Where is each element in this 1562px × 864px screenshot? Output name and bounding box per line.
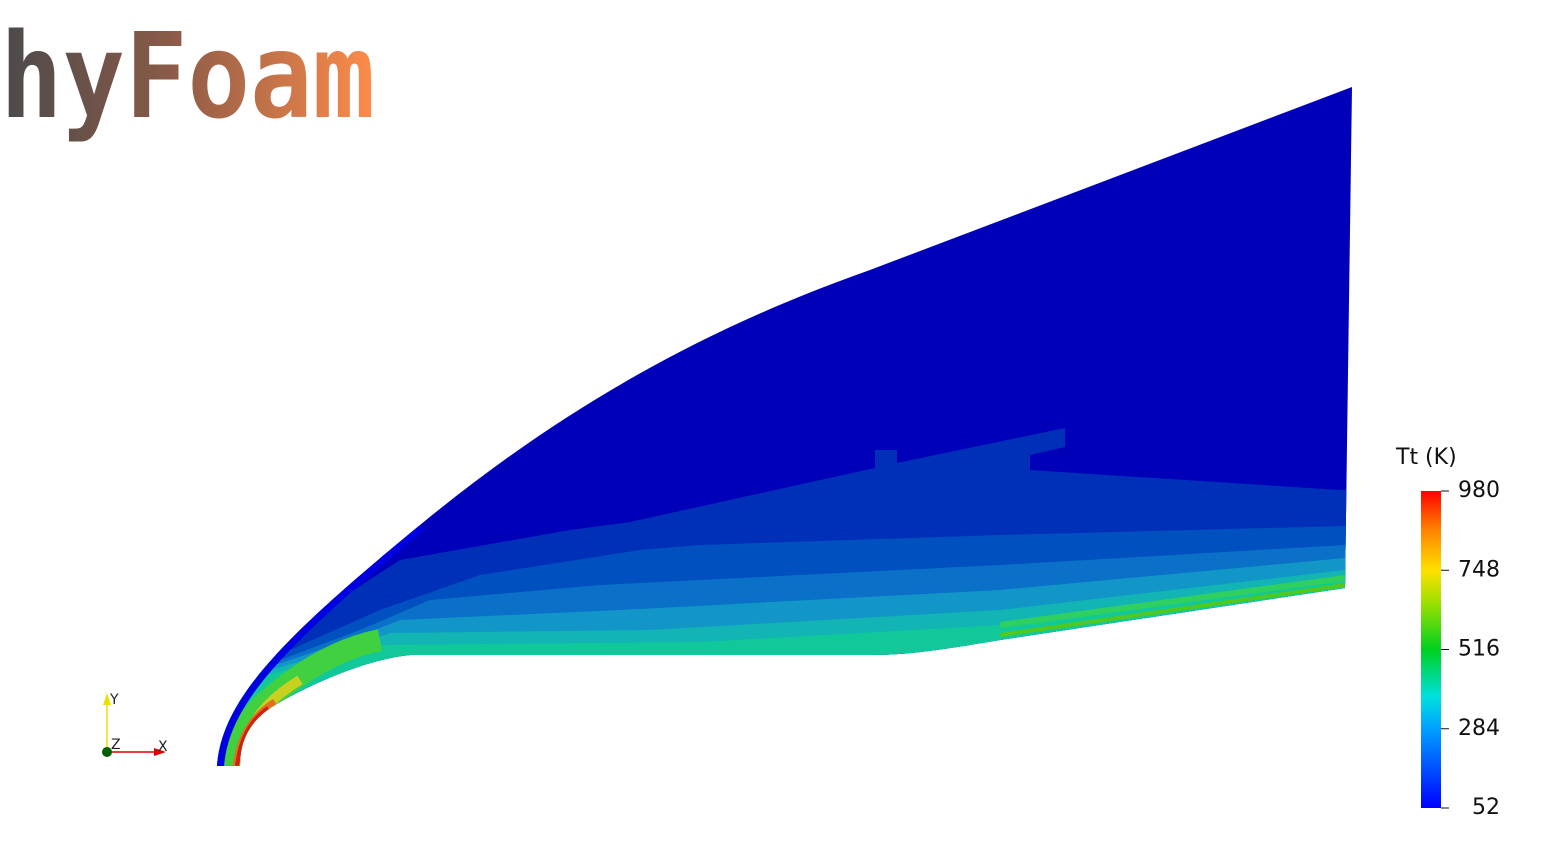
colorbar-tick-label: 516 bbox=[1458, 637, 1500, 662]
x-axis-label: X bbox=[158, 739, 168, 755]
colorbar-tick-label: 52 bbox=[1472, 795, 1500, 820]
logo: hyFoam bbox=[0, 7, 375, 145]
colorbar-title: Tt (K) bbox=[1395, 445, 1457, 470]
temperature-field bbox=[217, 87, 1352, 766]
x-arrow bbox=[154, 748, 166, 756]
y-arrow bbox=[103, 693, 111, 705]
colorbar: Tt (K) 980 748 516 284 52 bbox=[1395, 445, 1500, 820]
y-axis-label: Y bbox=[109, 692, 119, 708]
z-axis bbox=[102, 747, 112, 757]
colorbar-tick-label: 284 bbox=[1458, 716, 1500, 741]
axes-triad: Y Z X bbox=[102, 692, 168, 757]
colorbar-ramp bbox=[1421, 491, 1441, 808]
colorbar-tick-label: 980 bbox=[1458, 478, 1500, 503]
colorbar-tick-label: 748 bbox=[1458, 557, 1500, 582]
z-axis-label: Z bbox=[111, 737, 121, 753]
